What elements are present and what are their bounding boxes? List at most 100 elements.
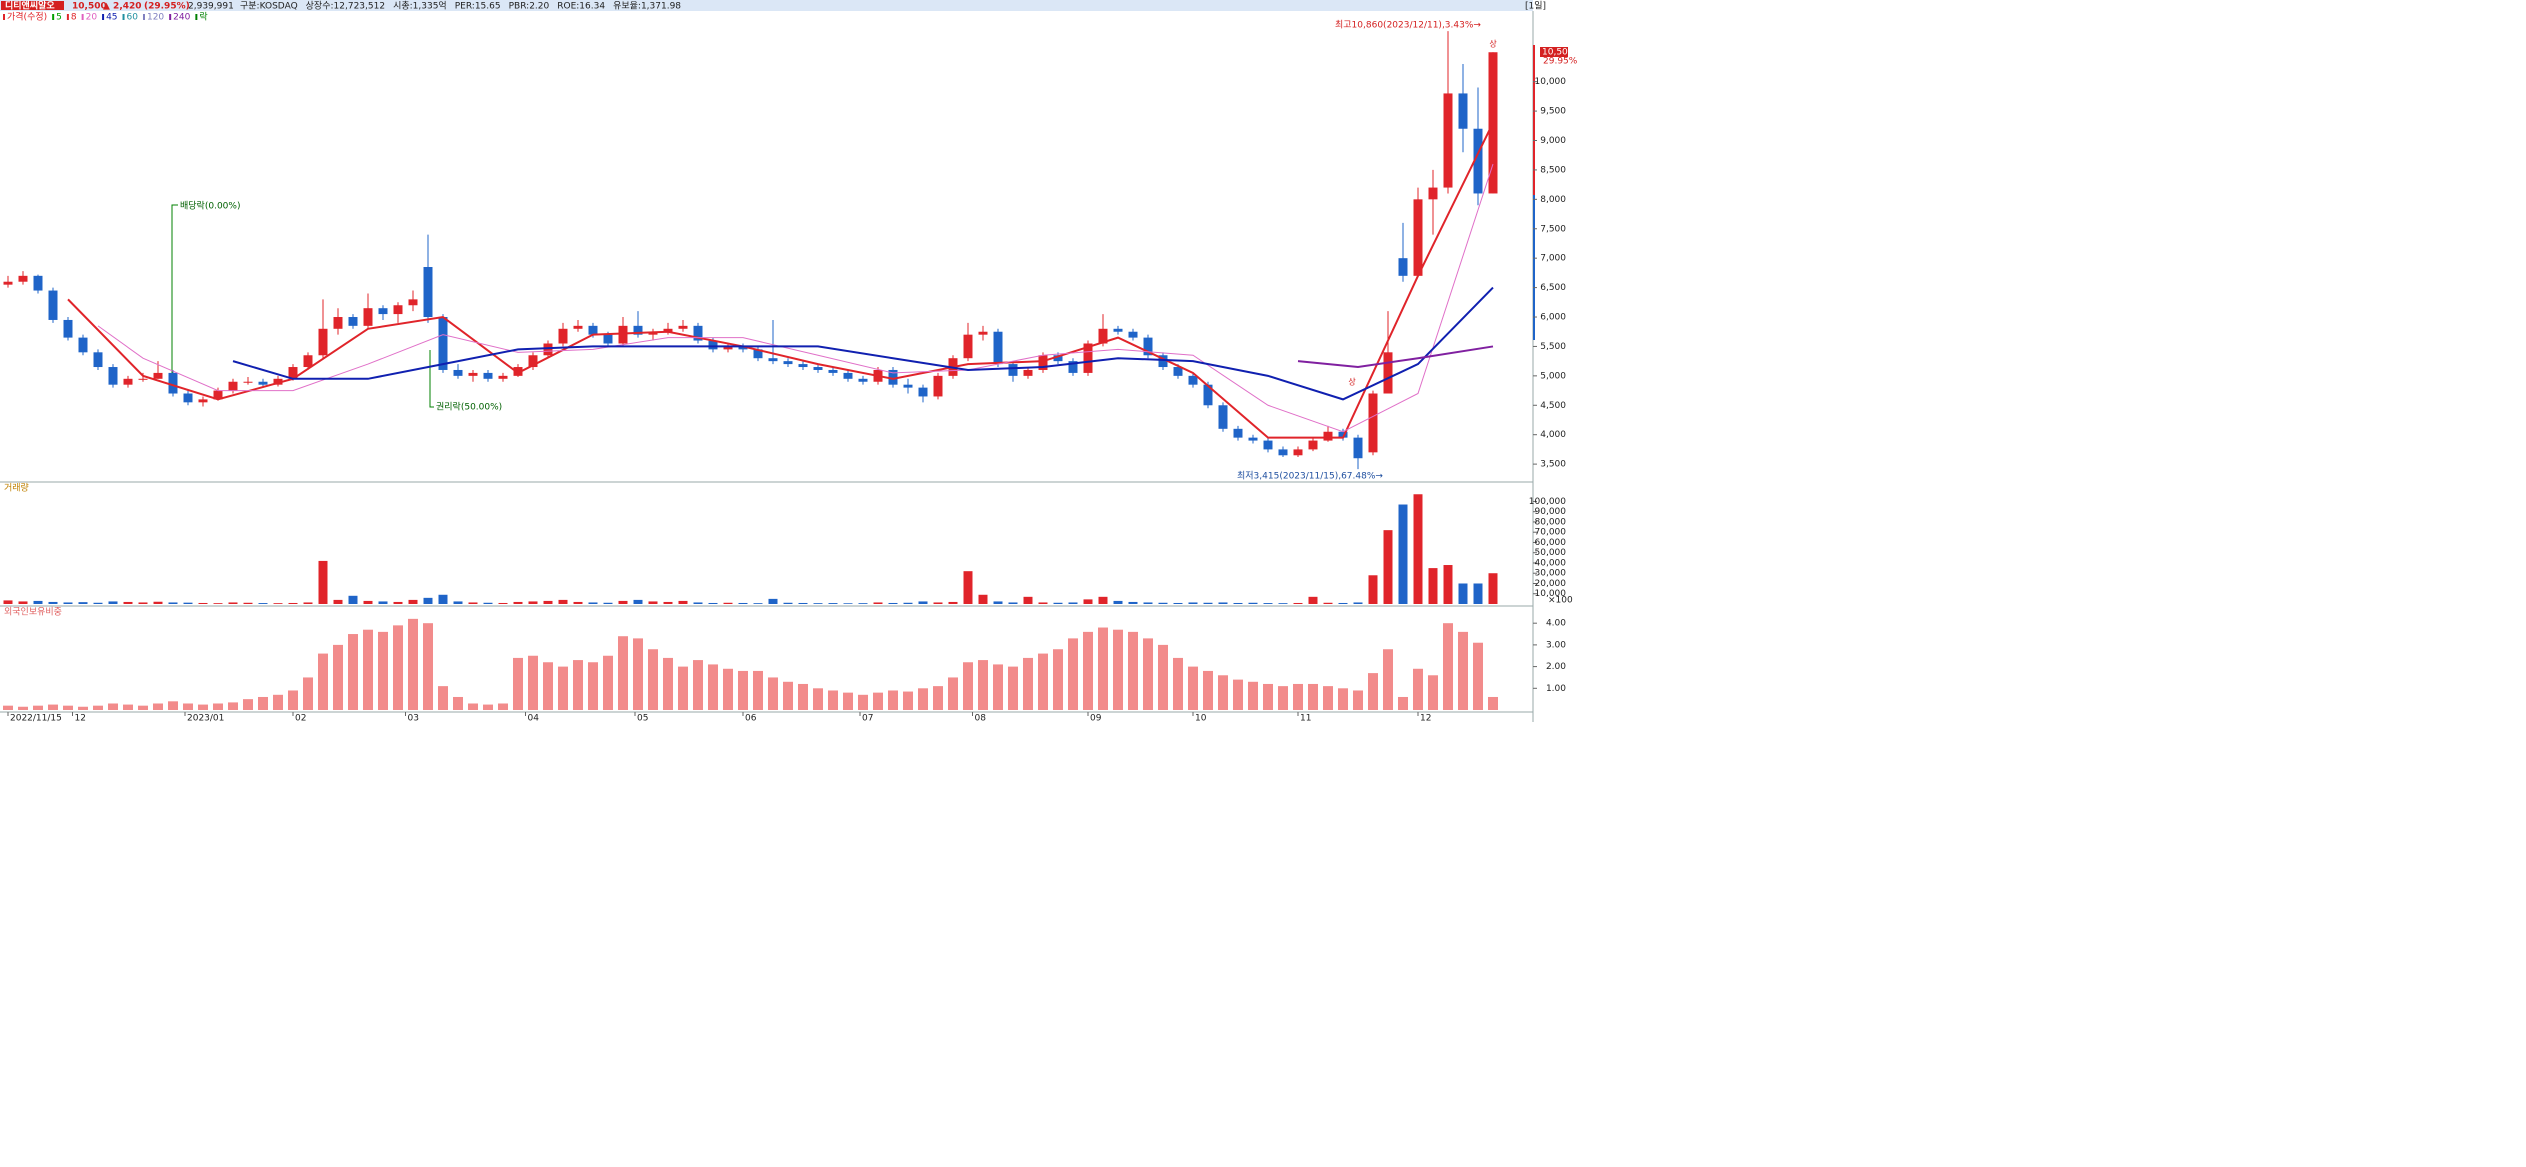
- foreign-bar: [993, 664, 1003, 710]
- legend-item: 5: [56, 13, 62, 23]
- foreign-bar: [1398, 696, 1408, 710]
- candle-body: [1128, 331, 1138, 338]
- volume-bar: [93, 602, 103, 604]
- candle-body: [363, 308, 373, 326]
- foreign-bar: [348, 634, 358, 710]
- volume-bar: [873, 602, 883, 604]
- candle-body: [633, 325, 643, 335]
- legend-swatch: [52, 14, 55, 20]
- foreign-bar: [1233, 679, 1243, 710]
- x-tick-label: 10: [1195, 714, 1207, 724]
- volume-bar: [33, 600, 43, 604]
- y-tick-label: 20,000: [1535, 579, 1567, 589]
- y-tick-label: 6,500: [1540, 283, 1566, 293]
- last-price-box: [1540, 47, 1568, 57]
- foreign-bar: [948, 677, 958, 710]
- volume-bar: [48, 601, 58, 604]
- y-tick-label: 60,000: [1535, 538, 1567, 548]
- volume-bar: [1068, 602, 1078, 604]
- foreign-bar: [888, 690, 898, 710]
- volume-bar: [978, 594, 988, 604]
- change-pct: (29.95%): [144, 2, 190, 12]
- foreign-bar: [108, 703, 118, 710]
- foreign-bar: [213, 703, 223, 710]
- volume-bar: [1383, 530, 1393, 604]
- candle-body: [1293, 449, 1303, 456]
- foreign-bar: [1368, 673, 1378, 710]
- legend-swatch: [169, 14, 172, 20]
- candle-body: [828, 369, 838, 373]
- candle-body: [993, 331, 1003, 365]
- foreign-bar: [63, 705, 73, 710]
- y-tick-label: 3.00: [1546, 640, 1566, 650]
- candle-body: [888, 369, 898, 385]
- foreign-bar: [1278, 686, 1288, 710]
- volume-bar: [1248, 602, 1258, 604]
- foreign-bar: [1008, 666, 1018, 710]
- candle-body: [1068, 361, 1078, 373]
- volume-bar: [168, 602, 178, 604]
- y-tick-label: 100,000: [1529, 497, 1566, 507]
- foreign-bar: [1443, 623, 1453, 710]
- y-tick-label: 7,000: [1540, 254, 1566, 264]
- candle-body: [228, 381, 238, 391]
- period[interactable]: [1일]: [1525, 1, 1546, 12]
- x-tick-label: 08: [975, 714, 987, 724]
- foreign-bar: [393, 625, 403, 710]
- volume-bar: [1053, 602, 1063, 604]
- y-tick-label: 40,000: [1535, 558, 1567, 568]
- foreign-bar: [438, 686, 448, 710]
- volume-bar: [798, 602, 808, 604]
- foreign-bar: [1188, 666, 1198, 710]
- candle-body: [273, 378, 283, 385]
- candle-body: [798, 364, 808, 368]
- foreign-bar: [1323, 686, 1333, 710]
- volume-bar: [903, 602, 913, 604]
- moving-average: [97, 163, 1494, 433]
- candle-body: [213, 390, 223, 400]
- candle-body: [423, 267, 433, 318]
- foreign-bar: [1308, 683, 1318, 710]
- candle-body: [618, 325, 628, 344]
- x-tick-label: 12: [75, 714, 86, 724]
- volume-bar: [1128, 601, 1138, 604]
- foreign-bar: [18, 706, 28, 710]
- candle-body: [918, 387, 928, 397]
- foreign-bar: [1203, 670, 1213, 710]
- low-label: 최저3,415(2023/11/15),67.48%→: [1237, 471, 1383, 482]
- x-tick-label: 2023/01: [187, 714, 224, 724]
- foreign-bar: [1263, 683, 1273, 710]
- candle-body: [438, 317, 448, 370]
- volume-bar: [1233, 602, 1243, 604]
- volume-bar: [1008, 602, 1018, 604]
- y-tick-label: 30,000: [1535, 569, 1567, 579]
- foreign-bar: [3, 705, 13, 710]
- foreign-bar: [258, 696, 268, 710]
- volume-bar: [183, 602, 193, 604]
- volume-bar: [1173, 602, 1183, 604]
- foreign-bar: [468, 703, 478, 710]
- moving-average: [232, 286, 1494, 401]
- volume-bar: [393, 601, 403, 604]
- volume-bar: [768, 598, 778, 604]
- foreign-bar: [768, 677, 778, 710]
- candle-body: [963, 334, 973, 359]
- foreign-bar: [183, 703, 193, 710]
- volume-bar: [888, 602, 898, 604]
- y-tick-label: 50,000: [1535, 548, 1567, 558]
- candle-body: [348, 317, 358, 326]
- y-tick-label: 4,000: [1540, 430, 1566, 440]
- volume-bar: [1023, 596, 1033, 604]
- x-tick-label: 09: [1090, 714, 1102, 724]
- volume-bar: [1278, 603, 1288, 604]
- y-tick-label: 70,000: [1535, 528, 1567, 538]
- volume-bar: [438, 594, 448, 604]
- foreign-bar: [1098, 627, 1108, 710]
- volume-bar: [1113, 600, 1123, 604]
- candle-body: [1473, 128, 1483, 194]
- legend-swatch: [195, 14, 198, 20]
- volume-bar: [408, 599, 418, 604]
- header-item: 상장수:12,723,512: [306, 1, 385, 12]
- foreign-bar: [618, 636, 628, 710]
- volume-bar: [1488, 573, 1498, 604]
